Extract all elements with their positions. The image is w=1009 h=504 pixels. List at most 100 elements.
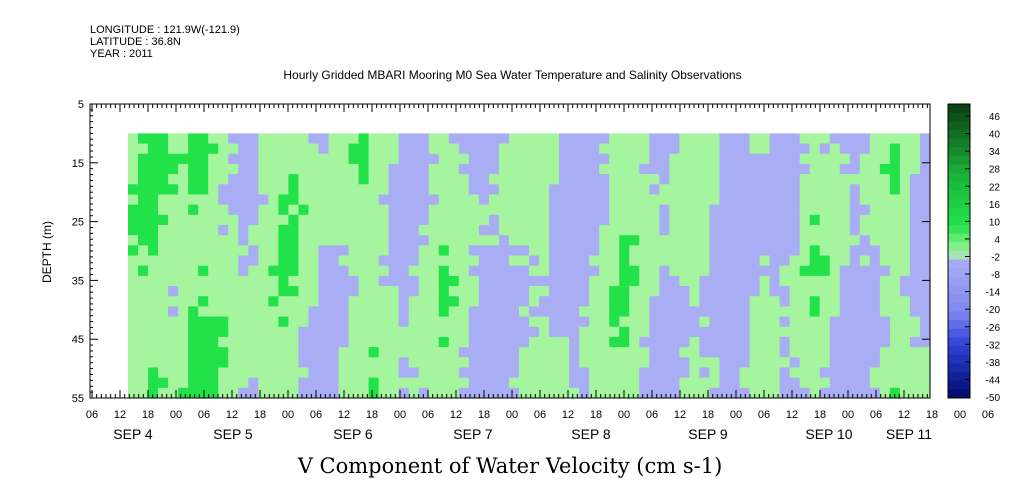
heatmap-cell	[779, 316, 791, 328]
heatmap-cell	[488, 255, 500, 267]
heatmap-cell	[669, 153, 680, 165]
heatmap-cell	[819, 133, 831, 145]
heatmap-cell	[839, 224, 851, 236]
heatmap-cell	[579, 153, 590, 165]
heatmap-cell	[288, 255, 300, 267]
heatmap-cell	[178, 316, 189, 328]
x-axis-title: V Component of Water Velocity (cm s-1)	[297, 454, 723, 478]
heatmap-cell	[649, 194, 660, 206]
heatmap-cell	[819, 286, 831, 297]
heatmap-cell	[769, 224, 781, 236]
heatmap-cell	[529, 255, 540, 267]
heatmap-cell	[448, 224, 460, 236]
heatmap-cell	[829, 184, 841, 196]
heatmap-cell	[498, 214, 510, 226]
heatmap-cell	[759, 336, 771, 348]
heatmap-cell	[729, 194, 741, 206]
heatmap-cell	[218, 143, 229, 155]
heatmap-cell	[468, 153, 480, 165]
heatmap-cell	[378, 184, 390, 196]
heatmap-cell	[759, 326, 771, 338]
heatmap-cell	[869, 336, 881, 348]
heatmap-cell	[849, 133, 861, 145]
heatmap-cells	[128, 133, 931, 399]
heatmap-cell	[759, 194, 771, 206]
heatmap-cell	[468, 367, 480, 379]
heatmap-cell	[539, 143, 550, 155]
heatmap-cell	[458, 275, 470, 287]
heatmap-cell	[428, 306, 440, 318]
heatmap-cell	[308, 174, 320, 185]
heatmap-cell	[699, 306, 711, 318]
heatmap-cell	[368, 367, 380, 379]
heatmap-cell	[228, 306, 239, 318]
heatmap-cell	[749, 296, 761, 308]
heatmap-cell	[919, 214, 931, 226]
heatmap-cell	[559, 275, 570, 287]
heatmap-cell	[779, 336, 791, 348]
heatmap-cell	[619, 224, 630, 236]
heatmap-cell	[358, 265, 370, 277]
heatmap-cell	[889, 275, 901, 287]
heatmap-cell	[639, 214, 650, 226]
heatmap-cell	[238, 286, 249, 297]
heatmap-cell	[378, 377, 390, 389]
heatmap-cell	[829, 367, 841, 379]
heatmap-cell	[158, 316, 169, 328]
heatmap-cell	[518, 163, 530, 175]
heatmap-cell	[518, 143, 530, 155]
colorbar-swatch	[948, 155, 970, 166]
heatmap-cell	[829, 204, 841, 216]
heatmap-cell	[759, 235, 771, 246]
heatmap-cell	[599, 255, 610, 267]
colorbar-swatch	[948, 380, 970, 390]
heatmap-cell	[478, 357, 490, 369]
heatmap-cell	[158, 143, 169, 155]
heatmap-cell	[148, 204, 159, 216]
heatmap-cell	[649, 133, 660, 145]
heatmap-cell	[368, 153, 380, 165]
heatmap-cell	[268, 286, 279, 297]
heatmap-cell	[248, 163, 259, 175]
heatmap-cell	[589, 387, 600, 399]
heatmap-cell	[719, 204, 731, 216]
heatmap-cell	[138, 174, 149, 185]
heatmap-cell	[288, 245, 300, 257]
heatmap-cell	[148, 286, 159, 297]
colorbar-label: 40	[989, 130, 1001, 141]
heatmap-cell	[579, 326, 590, 338]
heatmap-cell	[819, 296, 831, 308]
colorbar-label: 28	[989, 165, 1001, 176]
heatmap-cell	[659, 194, 670, 206]
heatmap-cell	[649, 245, 660, 257]
heatmap-cell	[679, 265, 691, 277]
heatmap-cell	[589, 194, 600, 206]
heatmap-cell	[599, 377, 610, 389]
heatmap-cell	[508, 316, 520, 328]
heatmap-cell	[879, 153, 891, 165]
heatmap-cell	[589, 143, 600, 155]
heatmap-cell	[428, 286, 440, 297]
heatmap-cell	[228, 184, 239, 196]
heatmap-cell	[899, 336, 911, 348]
heatmap-cell	[298, 306, 310, 318]
heatmap-cell	[919, 347, 931, 358]
heatmap-cell	[338, 357, 350, 369]
heatmap-cell	[278, 326, 290, 338]
heatmap-cell	[488, 306, 500, 318]
heatmap-cell	[909, 286, 921, 297]
heatmap-cell	[549, 184, 560, 196]
heatmap-cell	[709, 347, 721, 358]
heatmap-cell	[819, 377, 831, 389]
heatmap-cell	[899, 296, 911, 308]
heatmap-cell	[699, 235, 711, 246]
heatmap-cell	[699, 357, 711, 369]
heatmap-cell	[378, 316, 390, 328]
heatmap-cell	[158, 235, 169, 246]
heatmap-cell	[649, 224, 660, 236]
heatmap-cell	[218, 367, 229, 379]
heatmap-cell	[358, 326, 370, 338]
heatmap-cell	[679, 235, 691, 246]
heatmap-cell	[398, 133, 410, 145]
heatmap-cell	[478, 214, 490, 226]
